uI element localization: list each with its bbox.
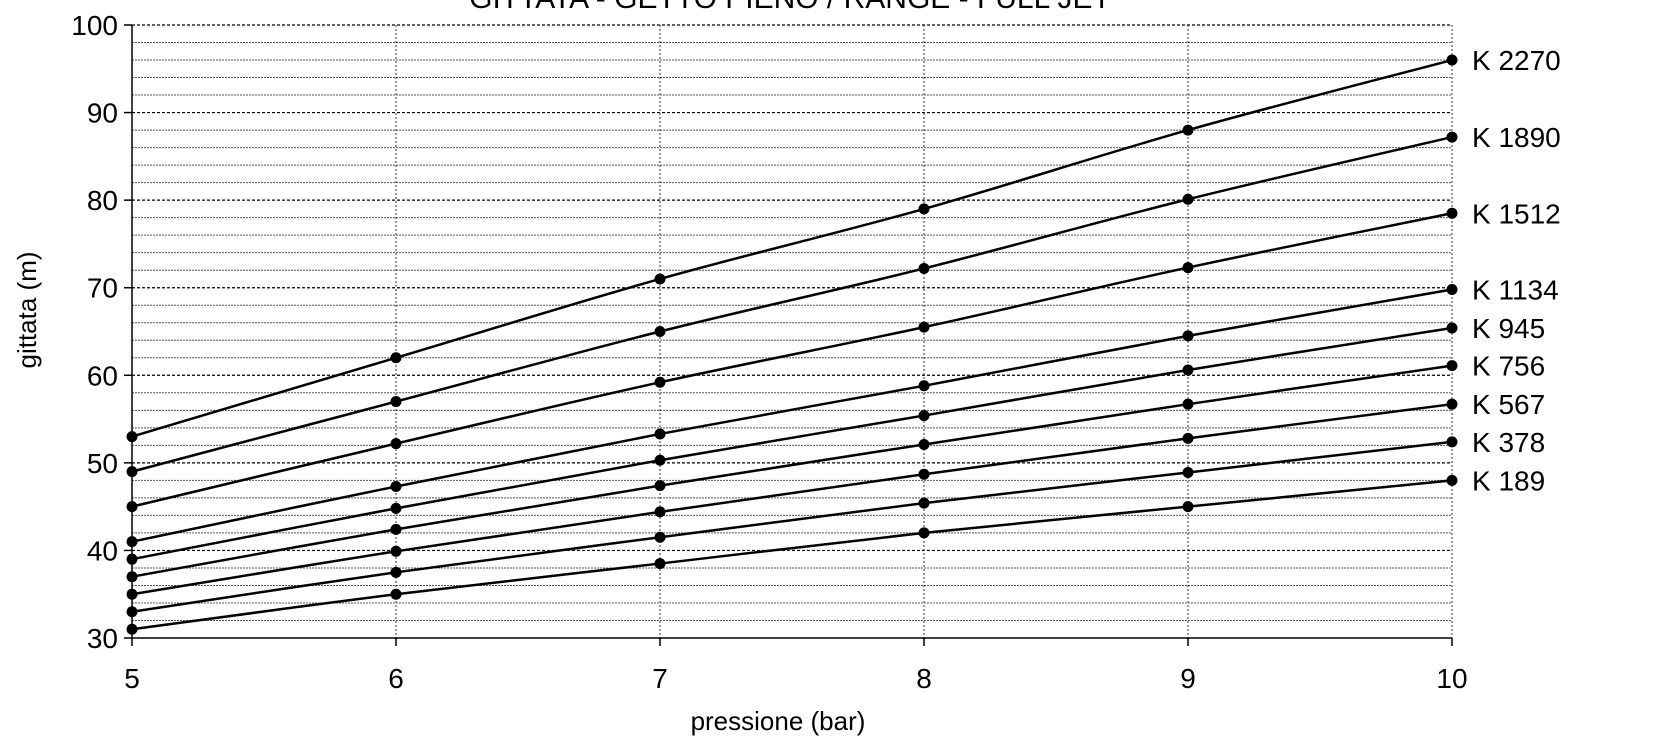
data-point — [918, 527, 930, 539]
y-tick-label: 40 — [87, 535, 118, 566]
series-line — [131, 326, 1453, 561]
data-point — [390, 523, 402, 535]
data-point — [1182, 364, 1194, 376]
series-line — [131, 402, 1453, 596]
y-tick-label: 80 — [87, 185, 118, 216]
y-tick-label: 100 — [71, 10, 118, 41]
series-labels: K 2270 K 1890 K 1512 K 1134 K 945 K 756 K 567 K… — [1472, 45, 1561, 496]
data-point — [1446, 54, 1458, 66]
data-point — [918, 321, 930, 333]
series-label: K 189 — [1472, 465, 1545, 496]
y-tick-label: 50 — [87, 448, 118, 479]
grid — [132, 24, 1453, 638]
data-point — [1182, 501, 1194, 513]
series-label: K 378 — [1472, 427, 1545, 458]
data-point — [126, 553, 138, 565]
data-point — [918, 262, 930, 274]
y-tick-label: 90 — [87, 98, 118, 129]
data-point — [1182, 466, 1194, 478]
series-label: K 1890 — [1472, 122, 1561, 153]
data-point — [390, 502, 402, 514]
y-tick-label: 70 — [87, 273, 118, 304]
series-line — [131, 364, 1453, 578]
x-tick-label: 10 — [1436, 663, 1467, 694]
x-tick-label: 5 — [124, 663, 140, 694]
data-point — [1446, 283, 1458, 295]
data-point — [918, 380, 930, 392]
data-point — [654, 506, 666, 518]
series-label: K 1512 — [1472, 198, 1561, 229]
data-point — [1182, 193, 1194, 205]
data-point — [1446, 398, 1458, 410]
data-point — [390, 566, 402, 578]
data-point — [390, 352, 402, 364]
data-point — [126, 431, 138, 443]
data-points — [126, 54, 1458, 635]
series-line — [131, 212, 1453, 508]
data-point — [126, 623, 138, 635]
series-label: K 756 — [1472, 351, 1545, 382]
series-label: K 1134 — [1472, 274, 1559, 305]
data-point — [1182, 124, 1194, 136]
data-point — [918, 497, 930, 509]
data-point — [654, 531, 666, 543]
data-point — [918, 468, 930, 480]
data-point — [918, 438, 930, 450]
series-line — [131, 135, 1453, 473]
data-point — [1446, 360, 1458, 372]
data-point — [390, 481, 402, 493]
data-point — [1182, 432, 1194, 444]
data-point — [126, 571, 138, 583]
data-point — [1446, 131, 1458, 143]
data-point — [918, 203, 930, 215]
data-point — [1182, 330, 1194, 342]
data-point — [1182, 398, 1194, 410]
series-label: K 567 — [1472, 389, 1545, 420]
x-tick-label: 8 — [916, 663, 932, 694]
data-point — [1446, 474, 1458, 486]
series-line — [131, 58, 1453, 438]
data-point — [918, 410, 930, 422]
data-point — [390, 545, 402, 557]
data-point — [126, 588, 138, 600]
data-point — [654, 326, 666, 337]
y-tick-label: 60 — [87, 360, 118, 391]
data-point — [654, 480, 666, 492]
data-point — [390, 396, 402, 408]
y-tick-label: 30 — [87, 623, 118, 654]
x-tick-label: 9 — [1180, 663, 1196, 694]
chart-title: GITTATA - GETTO PIENO / RANGE - FULL JET — [469, 0, 1111, 15]
x-tick-label: 7 — [652, 663, 668, 694]
data-point — [654, 454, 666, 466]
data-point — [654, 376, 666, 388]
series-label: K 2270 — [1472, 45, 1561, 76]
data-point — [1182, 262, 1194, 274]
data-point — [126, 536, 138, 548]
series-label: K 945 — [1472, 313, 1545, 344]
x-tick-label: 6 — [388, 663, 404, 694]
series-lines — [131, 58, 1453, 631]
data-point — [654, 273, 666, 285]
series-line — [131, 288, 1453, 543]
data-point — [1446, 322, 1458, 334]
data-point — [126, 606, 138, 618]
data-point — [390, 438, 402, 450]
series-line — [131, 479, 1453, 631]
axes: 30 40 50 60 70 80 90 100 5 6 7 8 9 10 — [71, 10, 1467, 694]
data-point — [654, 428, 666, 440]
y-axis-title: gittata (m) — [12, 251, 42, 368]
data-point — [1446, 436, 1458, 448]
data-point — [126, 466, 138, 478]
data-point — [654, 558, 666, 570]
data-point — [390, 588, 402, 600]
x-axis-title: pressione (bar) — [691, 706, 866, 736]
data-point — [1446, 207, 1458, 219]
data-point — [126, 501, 138, 513]
series-line — [131, 440, 1453, 613]
